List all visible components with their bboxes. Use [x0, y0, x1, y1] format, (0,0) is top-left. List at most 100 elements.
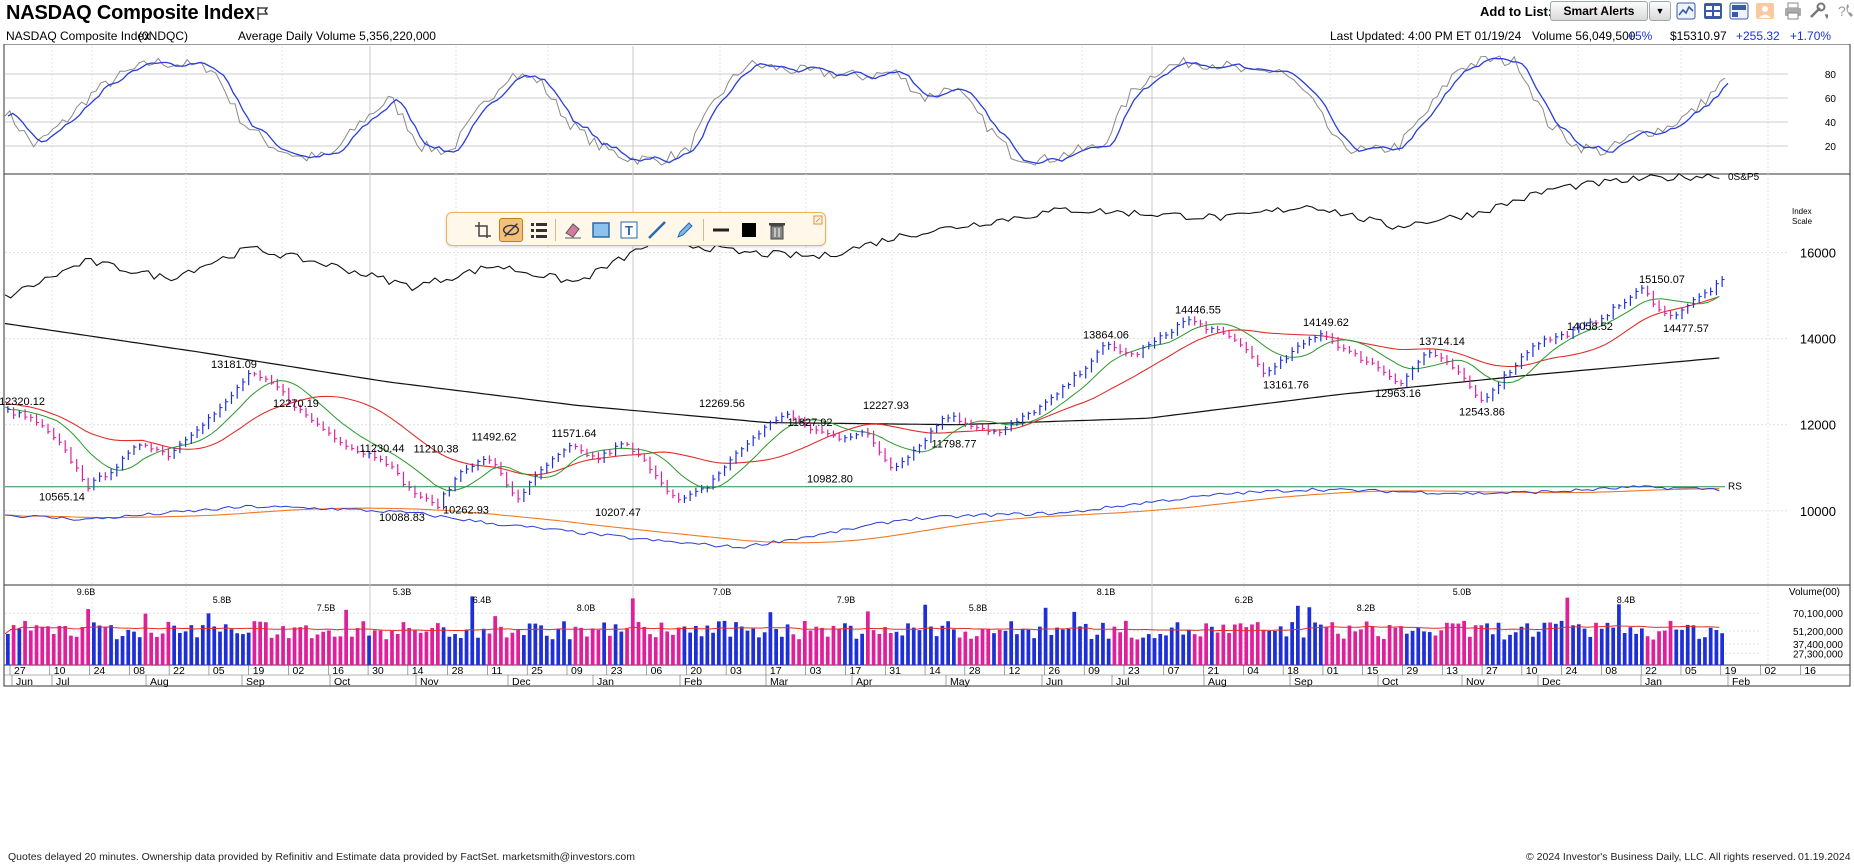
table-icon[interactable] — [1703, 2, 1723, 20]
list-icon[interactable] — [527, 218, 551, 242]
x-day-label: 08 — [133, 665, 145, 677]
price-annotation: 15150.07 — [1639, 274, 1685, 286]
rectangle-icon[interactable] — [589, 218, 613, 242]
index-name: NASDAQ Composite Index — [6, 29, 151, 43]
page-title: NASDAQ Composite Index — [6, 2, 255, 24]
price-annotation: 10982.80 — [807, 473, 853, 485]
price-annotation: 10565.14 — [39, 491, 85, 503]
chart-border — [3, 44, 1851, 687]
expand-icon[interactable] — [813, 215, 823, 225]
price-annotation: 10262.93 — [443, 504, 489, 516]
x-day-label: 16 — [332, 665, 344, 677]
x-day-label: 14 — [412, 665, 424, 677]
price-tick-label: 12000 — [1800, 418, 1836, 433]
x-month-label: Jun — [16, 676, 33, 688]
price-annotation: 11230.44 — [359, 443, 404, 455]
tools-icon[interactable]: ▼ — [1808, 2, 1828, 20]
svg-text:?: ? — [1838, 3, 1846, 19]
phone-icon[interactable] — [1844, 2, 1854, 20]
x-day-label: 17 — [849, 665, 861, 677]
x-day-label: 03 — [810, 665, 822, 677]
hide-drawings-icon[interactable] — [499, 218, 523, 242]
volume-axis-title: Volume(00) — [1789, 587, 1840, 598]
x-month-label: Dec — [1542, 676, 1561, 688]
smart-alerts-button[interactable]: Smart Alerts — [1550, 1, 1648, 21]
last-price: $15310.97 — [1670, 29, 1727, 43]
x-month-label: Nov — [1466, 676, 1485, 688]
x-month-label: Aug — [150, 676, 169, 688]
x-day-label: 15 — [1367, 665, 1379, 677]
svg-text:T: T — [625, 223, 633, 238]
price-annotation: 11798.77 — [931, 438, 976, 450]
x-day-label: 18 — [1287, 665, 1299, 677]
sp500-line — [4, 172, 1720, 299]
stochastic-d-line — [4, 55, 1726, 166]
x-day-label: 30 — [372, 665, 384, 677]
text-icon[interactable]: T — [617, 218, 641, 242]
x-day-label: 03 — [730, 665, 742, 677]
x-day-label: 09 — [571, 665, 583, 677]
pencil-icon[interactable] — [673, 218, 697, 242]
volume-annotation: 5.3B — [393, 587, 412, 597]
line-icon[interactable] — [645, 218, 669, 242]
x-day-label: 27 — [1486, 665, 1498, 677]
stochastic-tick-label: 20 — [1825, 142, 1837, 153]
volume-annotation: 6.2B — [1235, 595, 1254, 605]
color-icon[interactable] — [737, 218, 761, 242]
volume-value: Volume 56,049,500 — [1532, 29, 1636, 43]
price-change-percent: +1.70% — [1790, 29, 1832, 43]
volume-tick-label: 70,100,000 — [1793, 609, 1843, 620]
eraser-icon[interactable] — [561, 218, 585, 242]
price-annotation: 14446.55 — [1175, 304, 1221, 316]
volume-annotation: 9.6B — [77, 587, 96, 597]
line-chart-icon[interactable] — [1676, 2, 1696, 20]
x-day-label: 04 — [1247, 665, 1259, 677]
x-day-label: 13 — [1446, 665, 1458, 677]
x-day-label: 09 — [1088, 665, 1100, 677]
x-day-label: 20 — [690, 665, 702, 677]
print-icon[interactable] — [1783, 2, 1803, 20]
x-month-label: Aug — [1208, 676, 1227, 688]
help-icon[interactable]: ? — [1834, 2, 1854, 20]
volume-annotation: 8.0B — [577, 603, 596, 613]
price-annotation: 12963.16 — [1375, 388, 1421, 400]
price-annotation: 11492.62 — [471, 432, 516, 444]
line-style-icon[interactable] — [709, 218, 733, 242]
x-day-label: 22 — [173, 665, 185, 677]
stochastic-tick-label: 40 — [1825, 118, 1837, 129]
info-line: NASDAQ Composite Index (0NDQC) Average D… — [6, 29, 1844, 44]
toolbar-separator — [555, 219, 556, 241]
user-icon[interactable] — [1755, 2, 1775, 20]
x-day-label: 14 — [929, 665, 941, 677]
last-updated: Last Updated: 4:00 PM ET 01/19/24 — [1330, 29, 1522, 43]
volume-annotation: 5.8B — [969, 603, 988, 613]
x-month-label: Sep — [1294, 676, 1313, 688]
volume-annotation: 5.0B — [1453, 587, 1472, 597]
index-symbol: (0NDQC) — [138, 29, 188, 43]
price-annotation: 13161.76 — [1263, 380, 1309, 392]
delete-icon[interactable] — [765, 218, 789, 242]
volume-annotation: 8.1B — [1097, 587, 1116, 597]
x-month-label: Sep — [246, 676, 265, 688]
moving-average-50 — [4, 296, 1720, 476]
toolbar-separator — [703, 219, 704, 241]
x-day-label: 17 — [770, 665, 782, 677]
x-day-label: 06 — [651, 665, 663, 677]
x-day-label: 26 — [1048, 665, 1060, 677]
layout-icon[interactable] — [1729, 2, 1749, 20]
stochastic-k-line — [7, 57, 1729, 165]
price-tick-label: 10000 — [1800, 504, 1836, 519]
x-day-label: 25 — [531, 665, 543, 677]
x-day-label: 10 — [1526, 665, 1538, 677]
drawing-toolbar: T — [446, 212, 826, 246]
crosshair-icon[interactable] — [471, 218, 495, 242]
flag-icon[interactable] — [256, 6, 270, 21]
rs-line — [4, 485, 1720, 549]
price-annotation: 11571.64 — [551, 428, 596, 440]
rs-moving-average — [4, 488, 1720, 544]
x-month-label: Jan — [1645, 676, 1662, 688]
axes: 27 10 24 08 22 05 19 02 16 30 14 28 11 25 09 23 06 20 03 17… — [9, 665, 1816, 688]
chevron-down-icon[interactable]: ▼ — [1649, 1, 1671, 21]
